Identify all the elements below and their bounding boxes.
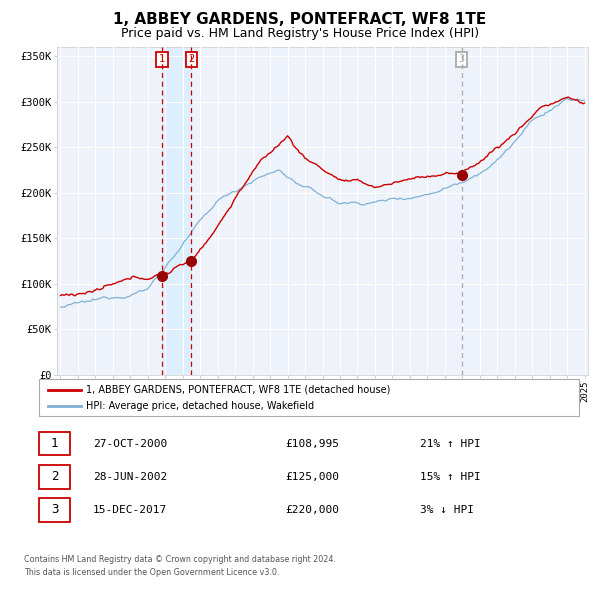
Text: 1, ABBEY GARDENS, PONTEFRACT, WF8 1TE (detached house): 1, ABBEY GARDENS, PONTEFRACT, WF8 1TE (d… (86, 385, 390, 395)
Text: 15% ↑ HPI: 15% ↑ HPI (420, 472, 481, 481)
Text: £108,995: £108,995 (285, 439, 339, 448)
Text: 27-OCT-2000: 27-OCT-2000 (93, 439, 167, 448)
Text: 28-JUN-2002: 28-JUN-2002 (93, 472, 167, 481)
Text: 3: 3 (458, 54, 464, 64)
Text: 2: 2 (188, 54, 194, 64)
Text: 3% ↓ HPI: 3% ↓ HPI (420, 505, 474, 514)
Text: This data is licensed under the Open Government Licence v3.0.: This data is licensed under the Open Gov… (24, 568, 280, 576)
Text: 1: 1 (51, 437, 58, 450)
Text: HPI: Average price, detached house, Wakefield: HPI: Average price, detached house, Wake… (86, 401, 314, 411)
Text: 2: 2 (51, 470, 58, 483)
Text: £125,000: £125,000 (285, 472, 339, 481)
Text: 1: 1 (159, 54, 165, 64)
Text: 3: 3 (51, 503, 58, 516)
Text: Contains HM Land Registry data © Crown copyright and database right 2024.: Contains HM Land Registry data © Crown c… (24, 555, 336, 563)
Text: 15-DEC-2017: 15-DEC-2017 (93, 505, 167, 514)
Text: 21% ↑ HPI: 21% ↑ HPI (420, 439, 481, 448)
Text: 1, ABBEY GARDENS, PONTEFRACT, WF8 1TE: 1, ABBEY GARDENS, PONTEFRACT, WF8 1TE (113, 12, 487, 27)
Text: Price paid vs. HM Land Registry's House Price Index (HPI): Price paid vs. HM Land Registry's House … (121, 27, 479, 40)
Bar (162, 47, 191, 375)
Text: £220,000: £220,000 (285, 505, 339, 514)
